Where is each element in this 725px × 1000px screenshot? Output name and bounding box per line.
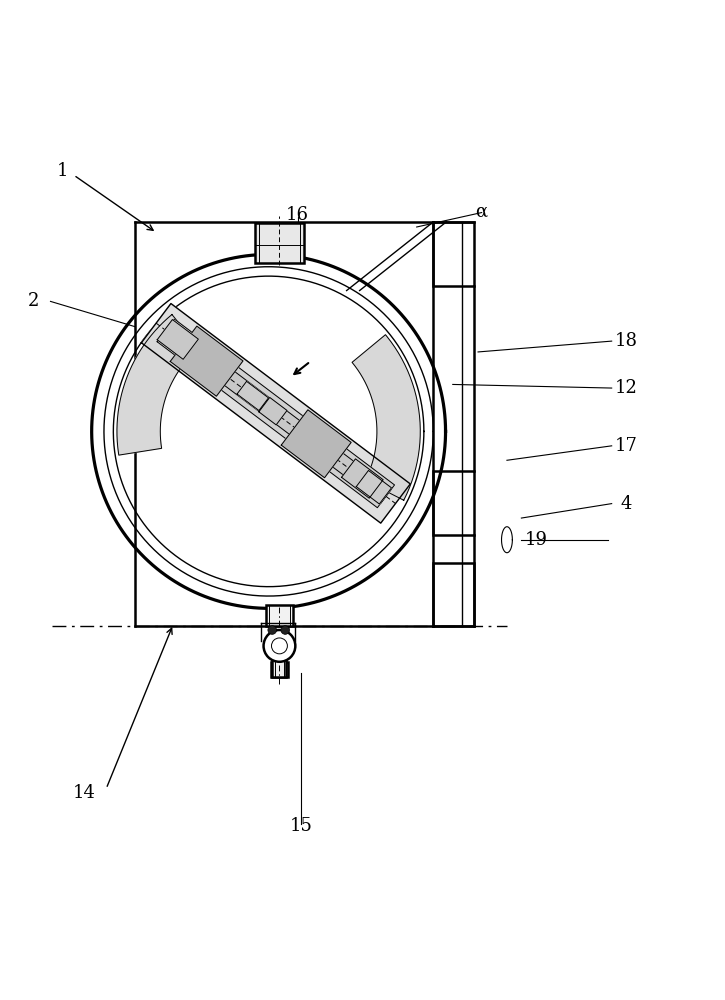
Text: 1: 1 [57,162,69,180]
Polygon shape [352,335,420,500]
Bar [434,563,474,626]
Polygon shape [117,315,199,455]
Circle shape [264,630,295,662]
Circle shape [281,626,289,634]
Polygon shape [160,323,391,503]
Text: 15: 15 [290,817,312,835]
Text: 12: 12 [615,379,637,397]
Bar [273,632,286,677]
Text: 18: 18 [615,332,637,350]
Polygon shape [157,320,199,359]
Polygon shape [259,397,287,425]
Polygon shape [170,326,243,396]
Text: 14: 14 [73,784,96,801]
Polygon shape [356,470,392,504]
Polygon shape [341,459,383,498]
Bar [271,662,288,677]
Bar [266,605,293,626]
Bar [434,471,474,535]
Text: 4: 4 [621,495,631,513]
Text: 2: 2 [28,292,40,310]
Polygon shape [237,381,268,411]
Bar [255,223,304,263]
Polygon shape [281,410,351,478]
Bar [434,222,474,286]
Bar [266,223,293,258]
Text: 17: 17 [615,437,637,455]
Polygon shape [157,319,394,508]
Polygon shape [141,304,410,523]
Text: 16: 16 [286,206,309,224]
Text: α: α [476,202,488,220]
Circle shape [268,626,276,634]
Text: 19: 19 [524,531,547,549]
